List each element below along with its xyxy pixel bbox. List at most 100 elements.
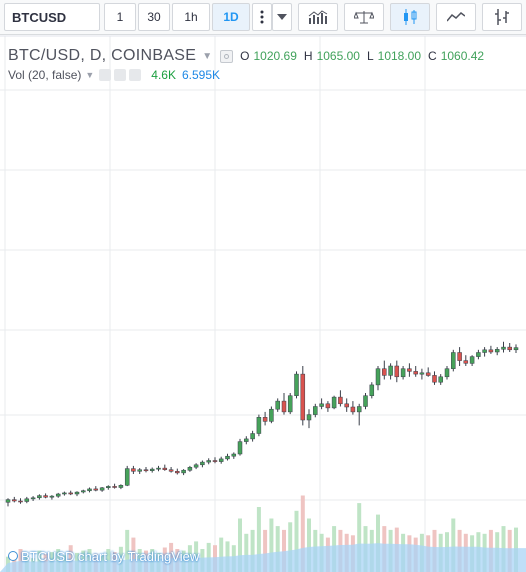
tradingview-logo-icon xyxy=(9,552,17,560)
volume-bar xyxy=(307,518,311,572)
candle-body xyxy=(457,352,462,361)
interval-1h-label: 1h xyxy=(184,10,198,24)
interval-1h-button[interactable]: 1h xyxy=(172,3,210,31)
candle-body xyxy=(269,408,274,422)
interval-30-button[interactable]: 30 xyxy=(138,3,170,31)
candle-body xyxy=(451,352,456,369)
volume-value: 4.6K xyxy=(151,68,176,82)
volume-bar xyxy=(357,503,362,572)
volume-bar xyxy=(219,537,224,572)
candles-icon[interactable] xyxy=(390,3,430,31)
volume-close-icon[interactable] xyxy=(129,69,142,81)
chart-toolbar: BTCUSD 1 30 1h 1D xyxy=(0,0,526,35)
candle-body xyxy=(237,441,243,455)
candle-body xyxy=(419,372,425,375)
volume-bar xyxy=(194,541,199,572)
interval-1-label: 1 xyxy=(116,10,124,24)
candle-body xyxy=(112,486,117,488)
indicators-icon[interactable] xyxy=(298,3,338,31)
candle-body xyxy=(382,368,387,376)
candle-body xyxy=(244,438,249,442)
open-value: 1020.69 xyxy=(253,49,297,63)
volume-bar xyxy=(68,545,73,572)
more-vertical-icon[interactable] xyxy=(252,3,272,31)
tradingview-watermark[interactable]: BTCUSD chart by TradingView xyxy=(9,547,199,565)
candle-body xyxy=(250,433,255,440)
candle-body xyxy=(476,352,481,357)
volume-bar xyxy=(244,533,249,572)
volume-bar xyxy=(300,495,305,572)
symbol-search-input[interactable]: BTCUSD xyxy=(4,3,100,31)
volume-bar xyxy=(18,549,23,572)
volume-caret-icon[interactable]: ▼ xyxy=(85,70,95,80)
candle-body xyxy=(231,453,237,457)
volume-bar xyxy=(131,537,136,572)
volume-bar xyxy=(125,529,130,572)
candle-body xyxy=(363,395,368,407)
candle-body xyxy=(18,500,23,503)
candle-body xyxy=(106,486,111,488)
candle-body xyxy=(425,372,431,376)
open-label: O xyxy=(240,49,250,63)
candle-body xyxy=(300,373,306,421)
volume-ma-area xyxy=(0,543,526,572)
candle-body xyxy=(12,499,17,502)
candle-body xyxy=(156,467,161,470)
low-value: 1018.00 xyxy=(377,49,422,63)
volume-bar xyxy=(56,549,61,572)
candle-body xyxy=(218,458,224,462)
candle-body xyxy=(331,396,337,409)
volume-bar xyxy=(263,529,268,572)
interval-30-label: 30 xyxy=(147,10,161,24)
volume-bar xyxy=(288,522,293,572)
series-caret-icon[interactable]: ▼ xyxy=(202,50,213,62)
bar-chart-icon[interactable] xyxy=(482,3,522,31)
compare-scale-icon[interactable] xyxy=(344,3,384,31)
candle-body xyxy=(74,491,80,495)
series-settings-icon[interactable] xyxy=(220,49,234,63)
volume-title: Vol (20, false) xyxy=(8,68,82,82)
candle-body xyxy=(325,403,331,409)
candle-body xyxy=(62,492,67,495)
candle-body xyxy=(319,403,324,407)
close-label: C xyxy=(428,49,437,63)
low-label: L xyxy=(366,49,374,63)
candle-body xyxy=(388,365,393,376)
candle-body xyxy=(93,488,99,491)
candle-body xyxy=(407,368,412,372)
area-chart-icon[interactable] xyxy=(436,3,476,31)
candle-body xyxy=(394,365,400,378)
volume-hide-icon[interactable] xyxy=(99,69,112,81)
interval-1-button[interactable]: 1 xyxy=(104,3,136,31)
candle-body xyxy=(168,469,174,472)
candle-body xyxy=(5,499,11,503)
candle-body xyxy=(356,406,362,413)
candle-body xyxy=(438,376,443,383)
candle-body xyxy=(281,400,287,413)
candle-body xyxy=(400,368,406,378)
candle-body xyxy=(43,495,48,498)
candle-body xyxy=(212,460,218,462)
dropdown-icon[interactable] xyxy=(272,3,292,31)
candle-body xyxy=(256,417,262,434)
candle-body xyxy=(350,406,356,413)
volume-settings-icon[interactable] xyxy=(114,69,127,81)
candle-body xyxy=(193,464,199,468)
candle-body xyxy=(175,471,180,474)
candle-body xyxy=(124,468,130,486)
candle-body xyxy=(369,384,375,396)
candle-body xyxy=(469,356,475,364)
candle-body xyxy=(488,349,494,353)
candle-body xyxy=(49,495,55,498)
candle-body xyxy=(306,414,312,421)
candle-body xyxy=(99,487,105,491)
candle-body xyxy=(338,396,343,405)
candle-body xyxy=(162,467,168,470)
candle-body xyxy=(513,347,519,351)
candle-body xyxy=(413,371,418,375)
candle-body xyxy=(37,495,42,499)
high-value: 1065.00 xyxy=(316,49,360,63)
interval-1d-button[interactable]: 1D xyxy=(212,3,250,31)
symbol-text: BTCUSD xyxy=(12,9,67,25)
